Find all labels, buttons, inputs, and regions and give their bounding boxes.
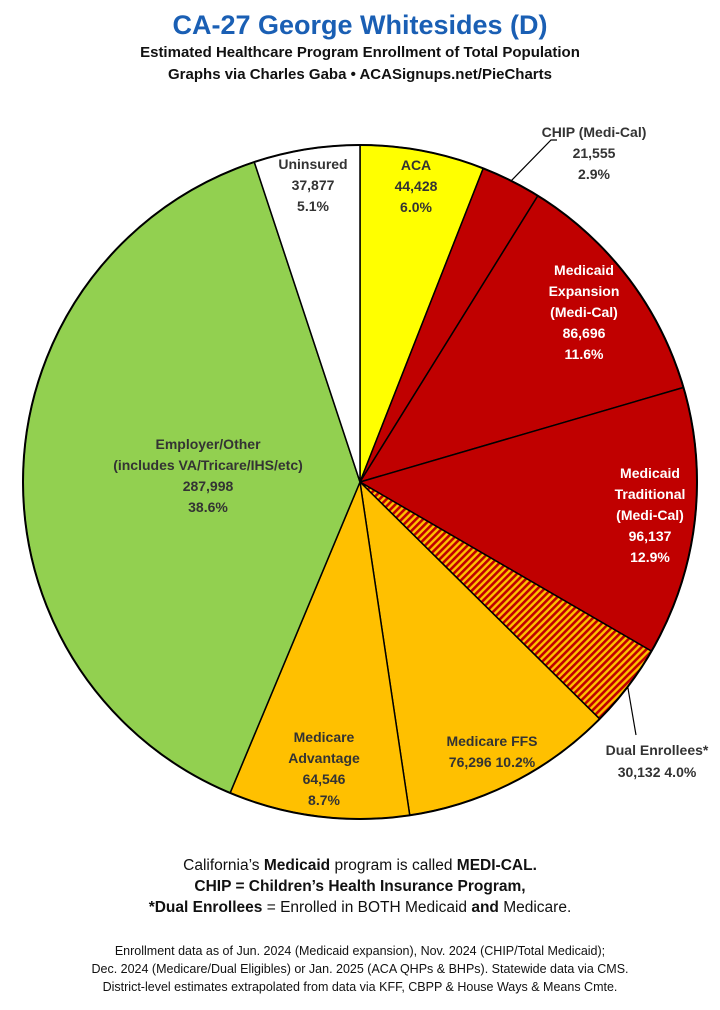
- slice-label-line: (Medi-Cal): [550, 304, 618, 320]
- slice-label-line: 21,555: [573, 145, 616, 161]
- slice-label-line: (Medi-Cal): [616, 507, 684, 523]
- leader-line-chip: [510, 139, 557, 182]
- slice-label-line: 37,877: [292, 177, 335, 193]
- footnote-medical: California’s Medicaid program is called …: [183, 857, 537, 874]
- slice-label-line: 12.9%: [630, 549, 670, 565]
- slice-label-line: 86,696: [563, 325, 606, 341]
- slice-label-line: 64,546: [303, 771, 346, 787]
- slice-label-medicare-advantage: Medicare Advantage 64,546 8.7%: [288, 729, 360, 808]
- slice-label-line: 2.9%: [578, 166, 610, 182]
- slice-label-line: Traditional: [615, 486, 686, 502]
- source-line-2: Dec. 2024 (Medicare/Dual Eligibles) or J…: [91, 962, 629, 976]
- slice-label-line: 8.7%: [308, 792, 340, 808]
- slice-label-line: 44,428: [395, 178, 438, 194]
- slice-label-line: 11.6%: [565, 346, 604, 362]
- source-line-3: District-level estimates extrapolated fr…: [102, 980, 618, 994]
- slice-label-line: Dual Enrollees*: [606, 742, 709, 758]
- slice-label-line: Advantage: [288, 750, 360, 766]
- source-line-1: Enrollment data as of Jun. 2024 (Medicai…: [114, 944, 606, 958]
- slice-label-line: 287,998: [183, 478, 234, 494]
- pie-outline: [22, 144, 698, 820]
- sources: Enrollment data as of Jun. 2024 (Medicai…: [0, 942, 720, 996]
- slice-label-line: 30,132 4.0%: [618, 764, 697, 780]
- slice-label-line: 38.6%: [188, 499, 228, 515]
- leader-line-dual-enrollees: [627, 686, 637, 736]
- pie-slices: [22, 144, 698, 820]
- slice-label-line: Medicaid: [554, 262, 614, 278]
- leader-lines: [510, 139, 637, 736]
- slice-label-aca: ACA 44,428 6.0%: [395, 157, 438, 215]
- slice-label-chip-medi-cal: CHIP (Medi-Cal) 21,555 2.9%: [542, 124, 647, 182]
- chart-subtitle: Estimated Healthcare Program Enrollment …: [140, 44, 580, 61]
- slice-label-medicare-ffs: Medicare FFS 76,296 10.2%: [446, 733, 537, 770]
- slice-label-line: 5.1%: [297, 198, 329, 214]
- footnotes: California’s Medicaid program is called …: [0, 855, 720, 918]
- chart-credit: Graphs via Charles Gaba • ACASignups.net…: [168, 66, 552, 83]
- slice-label-line: Medicare FFS: [446, 733, 537, 749]
- slice-label-line: CHIP (Medi-Cal): [542, 124, 647, 140]
- slice-labels: ACA 44,428 6.0% CHIP (Medi-Cal) 21,555 2.9% Me…: [113, 124, 709, 808]
- slice-label-line: (includes VA/Tricare/IHS/etc): [113, 457, 303, 473]
- slice-label-line: Medicaid: [620, 465, 680, 481]
- slice-label-uninsured: Uninsured 37,877 5.1%: [278, 156, 347, 214]
- slice-label-line: 76,296 10.2%: [449, 754, 536, 770]
- slice-label-medicaid-expansion-medi-cal: Medicaid Expansion (Medi-Cal) 86,696 11.6%: [549, 262, 620, 362]
- slice-label-line: 6.0%: [400, 199, 432, 215]
- slice-label-line: Medicare: [294, 729, 355, 745]
- slice-label-dual-enrollees: Dual Enrollees* 30,132 4.0%: [606, 742, 709, 780]
- chart-title: CA-27 George Whitesides (D): [172, 10, 548, 40]
- chart-header: CA-27 George Whitesides (D) Estimated He…: [0, 0, 720, 86]
- slice-label-line: Employer/Other: [155, 436, 261, 452]
- footnote-dual: *Dual Enrollees = Enrolled in BOTH Medic…: [148, 899, 572, 916]
- footnote-chip: CHIP = Children’s Health Insurance Progr…: [194, 878, 526, 895]
- slice-label-employer-other-includes-va-tricare-ihs-etc: Employer/Other (includes VA/Tricare/IHS/e…: [113, 436, 303, 515]
- slice-label-line: 96,137: [629, 528, 672, 544]
- slice-label-medicaid-traditional-medi-cal: Medicaid Traditional (Medi-Cal) 96,137 12.9%: [615, 465, 686, 565]
- slice-label-line: Expansion: [549, 283, 620, 299]
- slice-label-line: Uninsured: [278, 156, 347, 172]
- slice-label-line: ACA: [401, 157, 431, 173]
- pie-chart: ACA 44,428 6.0% CHIP (Medi-Cal) 21,555 2.9% Me…: [22, 124, 709, 820]
